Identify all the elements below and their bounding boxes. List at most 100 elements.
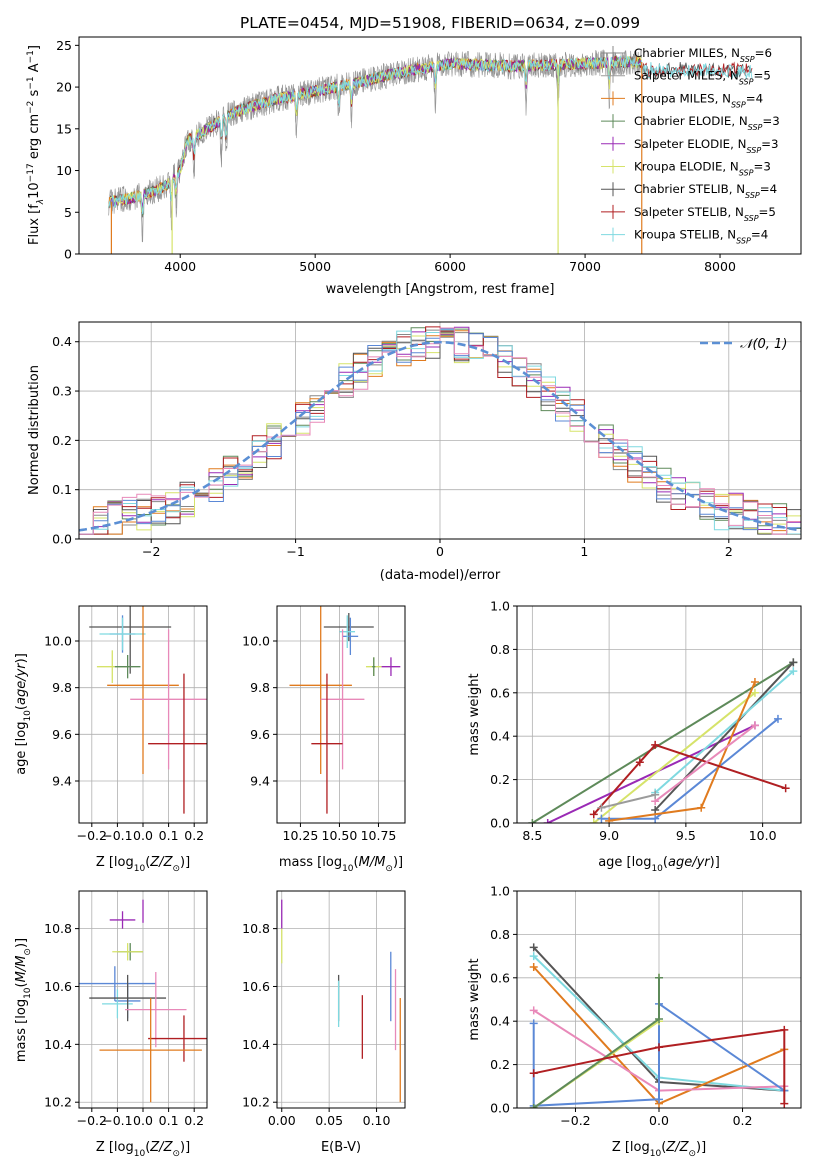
weight-line	[593, 692, 756, 823]
x-tick-label: 10.0	[749, 828, 777, 843]
y-tick-label: 0.4	[490, 1014, 510, 1029]
age-vs-mass-panel: 10.25 10.50 10.75 9.4 9.6 9.8 10.0 mass [log10(…	[242, 605, 406, 874]
x-tick-label: 2	[725, 544, 733, 559]
weight-marker	[589, 819, 598, 823]
weight-marker	[655, 1043, 663, 1052]
x-tick-label: 0.05	[315, 1113, 343, 1128]
x-tick-label: 0.0	[133, 1113, 153, 1128]
mass-vs-metallicity-panel: −0.2−0.1 0.0 0.1 0.2 10.2 10.4 10.6 10.8 Z [log1…	[14, 890, 208, 1159]
axes: 4000 5000 6000 7000 8000 0 5 10 15 20 25	[56, 36, 802, 274]
y-axis-label: Flux [fλ10−17 erg cm−2 s−1 A−1]	[26, 45, 46, 245]
weight-marker	[655, 1015, 663, 1024]
plot-marks	[79, 326, 801, 535]
y-tick-label: 20	[56, 80, 72, 95]
weight-line	[531, 661, 794, 823]
x-tick-label: 9.5	[676, 828, 696, 843]
weight-marker	[529, 1019, 538, 1028]
plot-marks	[289, 606, 401, 814]
x-tick-label: 6000	[434, 259, 466, 274]
y-tick-label: 10.4	[44, 1037, 72, 1052]
weight-marker	[529, 1104, 538, 1108]
axes: 8.5 9.0 9.5 10.0 0.0 0.2 0.4 0.6 0.8 1.0	[490, 599, 802, 843]
axes-frame	[276, 605, 406, 824]
x-tick-label: 10.50	[322, 828, 358, 843]
weight-line	[654, 661, 795, 811]
x-axis-label: E(B-V)	[321, 1140, 361, 1155]
axes: 10.25 10.50 10.75 9.4 9.6 9.8 10.0	[242, 605, 406, 843]
weight-line	[547, 724, 756, 823]
x-tick-label: 0.0	[133, 828, 153, 843]
x-tick-label: 4000	[164, 259, 196, 274]
y-tick-label: 9.4	[250, 774, 270, 789]
legend-label: Kroupa MILES, NSSP=4	[634, 91, 763, 109]
weight-marker	[697, 803, 706, 812]
x-tick-label: −0.1	[102, 1113, 132, 1128]
x-axis-label: Z [log10(Z/Z⊙)]	[612, 1140, 706, 1159]
y-tick-label: 15	[56, 121, 72, 136]
weight-marker	[529, 943, 538, 952]
y-tick-label: 0.3	[52, 384, 72, 399]
y-tick-label: 0.2	[490, 1057, 510, 1072]
weight-line	[654, 724, 756, 803]
x-tick-label: −2	[142, 544, 160, 559]
x-tick-label: −0.2	[77, 1113, 107, 1128]
y-tick-label: 0.4	[490, 729, 510, 744]
weight-marker	[543, 819, 552, 823]
spectrum-line	[108, 55, 753, 215]
weight-line	[601, 718, 779, 820]
weight-marker	[789, 658, 798, 667]
legend-label: Salpeter STELIB, NSSP=5	[634, 205, 776, 223]
plot-marks	[108, 49, 753, 254]
y-axis-label: mass weight	[467, 958, 482, 1040]
axes: −2 −1 0 1 2 0.0 0.1 0.2 0.3 0.4	[52, 321, 802, 559]
plot-marks	[281, 899, 401, 1103]
legend-label: 𝒩(0, 1)	[740, 337, 787, 352]
x-axis-label: Z [log10(Z/Z⊙)]	[96, 1140, 190, 1159]
grid-lines	[277, 891, 405, 1108]
plot-marks	[528, 658, 798, 823]
weight-marker	[655, 1095, 663, 1104]
weight-marker	[528, 819, 537, 823]
weight-marker	[597, 814, 606, 823]
gaussian-curve	[79, 340, 801, 532]
y-tick-label: 0.6	[490, 970, 510, 985]
weight-marker	[589, 810, 598, 819]
x-tick-label: 0.00	[268, 1113, 296, 1128]
weight-marker	[529, 952, 538, 961]
y-tick-label: 0.1	[52, 482, 72, 497]
weight-marker	[780, 1025, 789, 1034]
histogram-series	[79, 327, 801, 535]
y-tick-label: 0.0	[490, 816, 510, 831]
x-tick-label: 7000	[569, 259, 601, 274]
x-axis-label: age [log10(age/yr)]	[598, 855, 720, 874]
figure-title: PLATE=0454, MJD=51908, FIBERID=0634, z=0…	[240, 14, 640, 32]
weight-line	[533, 1028, 786, 1104]
weight-marker	[789, 667, 798, 676]
weight-marker	[529, 1006, 538, 1015]
y-tick-label: 0.2	[52, 433, 72, 448]
weight-marker	[780, 1099, 789, 1108]
weight-marker	[750, 688, 759, 697]
weight-marker	[781, 784, 790, 793]
y-tick-label: 1.0	[490, 599, 510, 614]
x-tick-label: 8.5	[522, 828, 542, 843]
legend-label: Chabrier MILES, NSSP=6	[634, 46, 772, 64]
y-axis-label: mass weight	[467, 673, 482, 755]
axes: 0.00 0.05 0.10 10.2 10.4 10.6 10.8	[242, 890, 406, 1128]
y-tick-label: 0.8	[490, 642, 510, 657]
y-tick-label: 0.4	[52, 334, 72, 349]
x-tick-label: 1	[580, 544, 588, 559]
x-tick-label: 8000	[704, 259, 736, 274]
x-axis-label: (data-model)/error	[380, 568, 501, 583]
y-tick-label: 1.0	[490, 884, 510, 899]
plot-marks	[79, 899, 207, 1103]
spectrum-line	[108, 56, 642, 213]
weight-marker	[635, 758, 644, 767]
x-tick-label: 10.25	[283, 828, 319, 843]
y-tick-label: 25	[56, 38, 72, 53]
weight-marker	[529, 1069, 538, 1078]
x-tick-label: 5000	[299, 259, 331, 274]
x-tick-label: 10.75	[361, 828, 397, 843]
plot-marks	[89, 606, 207, 814]
